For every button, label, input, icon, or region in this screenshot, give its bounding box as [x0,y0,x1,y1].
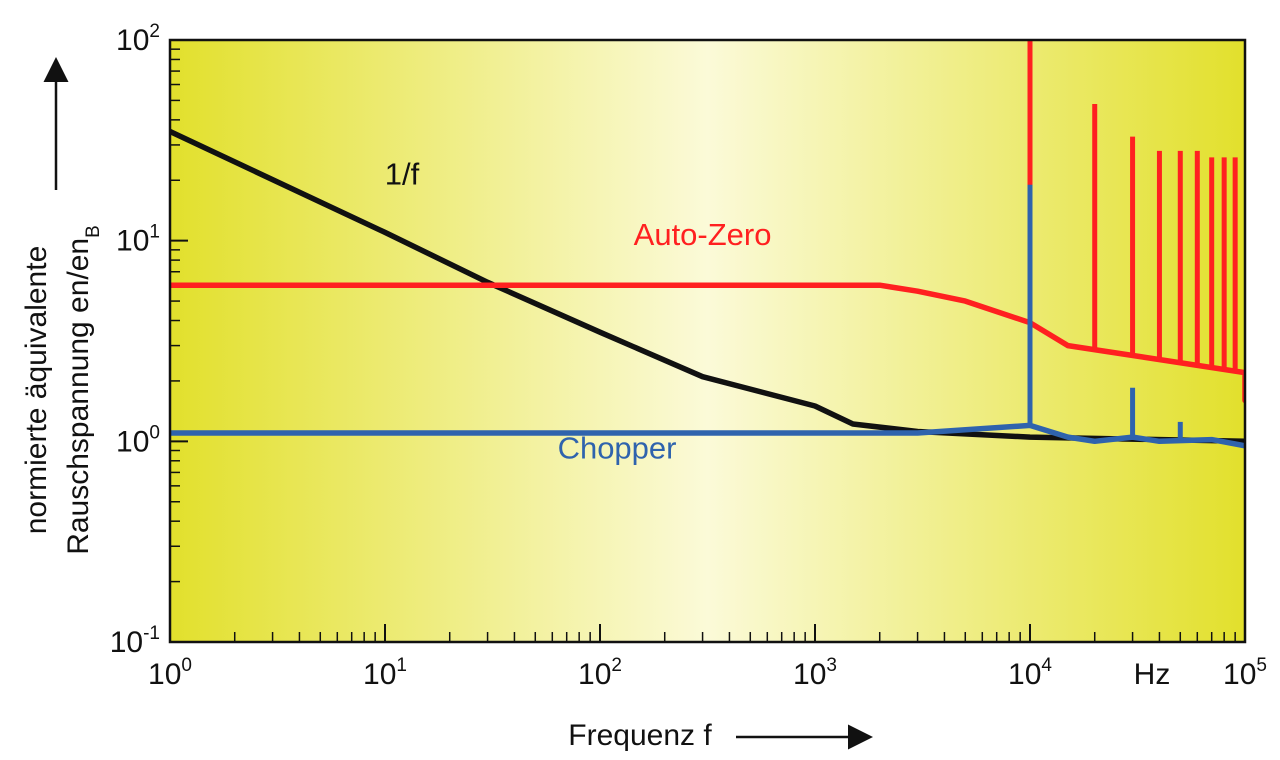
y-tick-labels: 10-1 100 101 102 [110,21,160,659]
series-line-1-f [170,128,1245,445]
y-tick-label: 100 [116,422,160,458]
series-line-chopper [170,422,1245,449]
x-unit-label: Hz [1134,658,1171,691]
series-label-1-over-f: 1/f [385,157,420,192]
x-tick-label: 103 [793,655,837,691]
series-line-auto-zero [170,282,1245,404]
y-axis-title-line2-sub: B [83,225,104,238]
x-tick-label: 104 [1008,655,1052,691]
plot-area [170,40,1245,642]
y-axis-title-line2: Rauschspannung en/enB [62,225,104,555]
series-layer [170,40,1245,449]
x-axis-title: Frequenz f [568,719,712,752]
x-tick-label: 100 [148,655,192,691]
x-tick-labels: 100 101 102 103 104 105 [148,655,1267,691]
minor-ticks [170,48,1236,642]
x-tick-label: 101 [363,655,407,691]
y-tick-label: 101 [116,222,160,258]
y-tick-label: 10-1 [110,623,160,659]
x-tick-label: 102 [578,655,622,691]
y-axis-title-line2-main: Rauschspannung en/en [62,238,95,555]
y-tick-label: 102 [116,21,160,57]
plot-frame [168,38,1247,644]
x-tick-label: 105 [1223,655,1267,691]
series-label-chopper: Chopper [558,431,677,466]
series-label-auto-zero: Auto-Zero [634,217,772,252]
y-axis-title-line1: normierte äquivalente [20,246,53,535]
